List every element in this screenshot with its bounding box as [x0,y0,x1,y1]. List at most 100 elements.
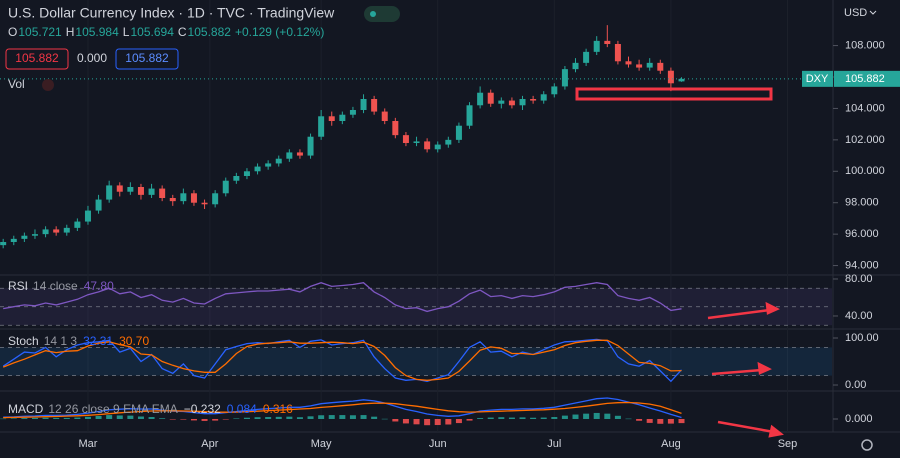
candle-body [381,111,388,121]
histogram-bar [392,418,399,422]
currency[interactable]: USD [844,7,867,19]
candle-body [551,86,558,95]
y-tick-label: 0.000 [845,413,873,425]
candle-body [243,171,250,176]
bid-box[interactable] [5,48,69,70]
candle-body [583,51,590,63]
histogram-bar [381,418,388,420]
indicator-params: 14 close [33,279,78,293]
histogram-bar [307,416,314,419]
histogram-bar [339,415,346,419]
histogram-bar [296,417,303,419]
ohlc-key: O [8,25,17,39]
spread: 0.000 [77,51,107,65]
candle-body [307,136,314,156]
band [0,347,832,376]
histogram-bar [561,415,568,419]
histogram-bar [530,417,537,419]
candle-body [413,141,420,143]
histogram-bar [201,418,208,421]
histogram-bar [540,417,547,419]
bid: 105.882 [15,51,59,65]
histogram-bar [137,416,144,419]
histogram-bar [222,418,229,420]
histogram-bar [349,415,356,419]
histogram-bar [233,418,240,419]
histogram-bar [657,418,664,424]
candle-body [392,121,399,136]
histogram-bar [0,418,7,420]
candle-body [519,99,526,106]
y-tick-label: 98.000 [845,197,879,209]
toggle[interactable] [364,6,400,22]
ask-box[interactable] [115,48,179,70]
histogram-bar [127,415,134,419]
candle-body [614,44,621,62]
histogram-bar [477,418,484,419]
legend-value: 0.316 [263,402,293,416]
histogram-bar [63,417,70,419]
candle-body [95,199,102,211]
indicator-line [2,339,682,381]
y-tick-label: 40.00 [845,310,873,322]
ohlc-change: +0.129 (+0.12%) [235,25,324,39]
candle-body [21,235,28,239]
candle-body [572,62,579,70]
legend-value: 30.70 [119,334,149,348]
histogram-bar [519,417,526,419]
histogram-bar [646,418,653,423]
candle-body [180,193,187,202]
candle-body [434,144,441,150]
histogram-bar [551,417,558,419]
histogram-bar [212,418,219,421]
candle-body [137,187,144,195]
histogram-bar [10,418,17,419]
legend-value: 47.80 [84,279,114,293]
candle-body [116,185,123,192]
candle-body [678,78,685,82]
y-tick-label: 0.00 [845,379,866,391]
candle-body [498,100,505,104]
ohlc-value: 105.882 [188,25,232,39]
candle-body [159,188,166,198]
histogram-bar [678,418,685,424]
y-tick-label: 100.000 [845,165,885,177]
candle-body [646,62,653,68]
histogram-bar [53,417,60,419]
y-tick-label: 104.000 [845,102,885,114]
toggle-dot [370,11,376,17]
annotation-arrows [707,301,784,438]
candle-body [508,100,515,106]
histogram-bar [31,417,38,419]
ohlc-key: H [66,25,75,39]
candle-body [540,94,547,101]
settings-icon[interactable] [861,439,873,451]
histogram-bar [371,416,378,419]
histogram-bar [180,418,187,420]
y-tick-label: 96.000 [845,228,879,240]
price-tag [802,70,833,87]
histogram-bar [21,418,28,419]
histogram-bar [95,415,102,419]
y-tick-label: 80.00 [845,273,873,285]
histogram-bar [455,418,462,424]
histogram-bar [498,417,505,419]
histogram-bar [84,416,91,419]
macd-line [3,397,682,419]
x-tick-label: Mar [78,438,97,450]
ohlc-value: 105.984 [75,25,119,39]
candle-body [254,166,261,172]
histogram-bar [487,417,494,419]
indicator-params: 14 1 3 [44,334,78,348]
y-tick-label: 100.00 [845,332,879,344]
symbol-title: U.S. Dollar Currency Index · 1D · TVC · … [8,5,335,21]
candle-body [233,176,240,181]
x-tick-label: May [311,438,332,450]
legend-value: 32.31 [83,334,113,348]
candle-body [487,92,494,104]
candle-body [455,125,462,140]
x-tick-label: Apr [201,438,218,450]
histogram-bar [328,415,335,419]
histogram-bar [593,412,600,419]
